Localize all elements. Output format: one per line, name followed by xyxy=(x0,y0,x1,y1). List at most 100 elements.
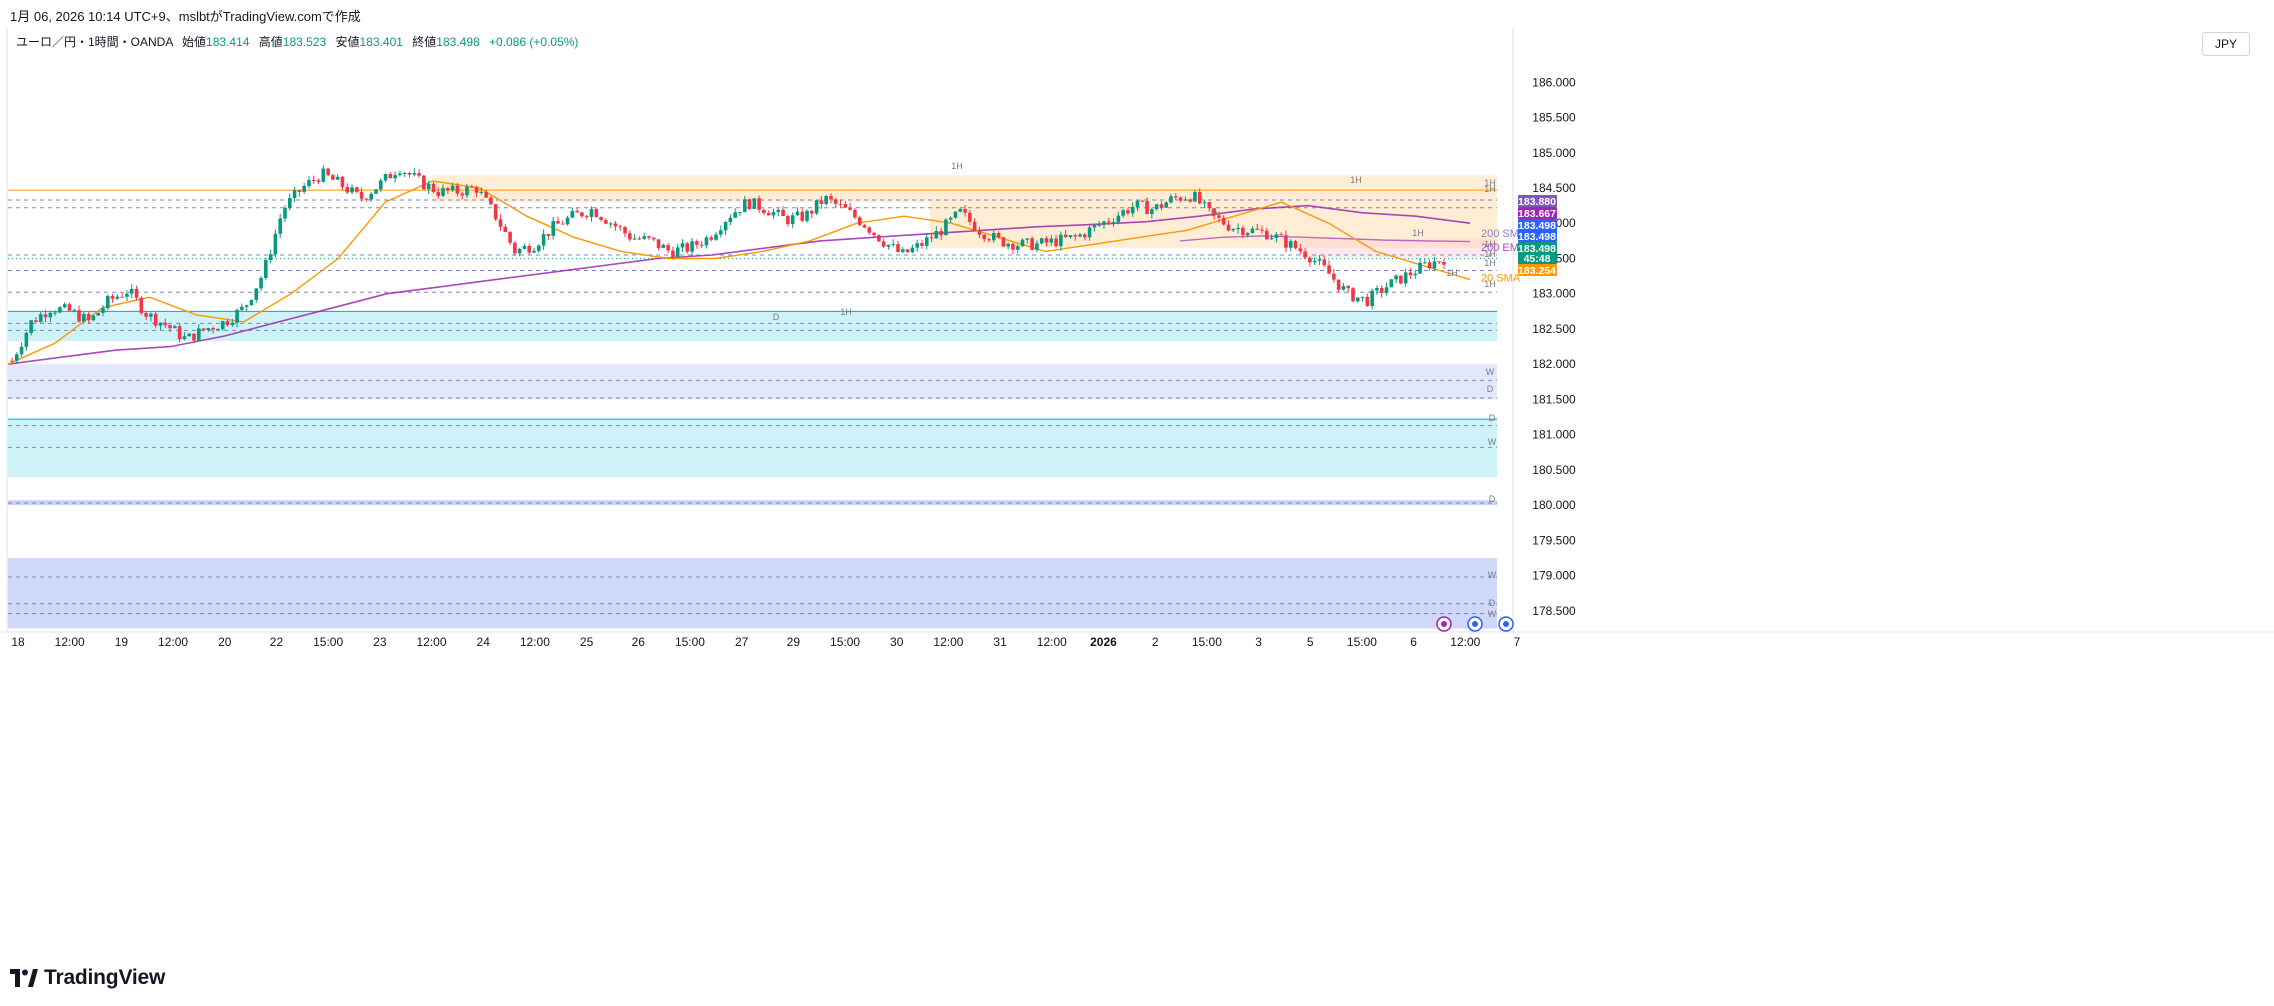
tradingview-logo[interactable]: TradingView xyxy=(10,964,165,992)
candle-body xyxy=(378,180,383,190)
y-tick-label: 179.500 xyxy=(1532,533,1576,547)
candle-body xyxy=(915,243,919,248)
x-tick-label: 12:00 xyxy=(55,635,85,649)
candle-body xyxy=(522,245,527,249)
candle-body xyxy=(905,249,910,253)
zone-4 xyxy=(8,364,1497,400)
candle-body xyxy=(1264,230,1269,240)
candle-body xyxy=(1001,237,1006,247)
candle-body xyxy=(149,313,153,317)
candle-body xyxy=(34,320,38,322)
candle-body xyxy=(1135,200,1140,207)
tradingview-logo-text: TradingView xyxy=(44,966,166,989)
candle-body xyxy=(134,288,139,298)
candle-body xyxy=(359,191,364,199)
series-label: 20 SMA xyxy=(1481,273,1521,285)
candle-body xyxy=(680,243,685,248)
candle-body xyxy=(469,186,474,188)
x-tick-label: 15:00 xyxy=(1192,635,1222,649)
candle-body xyxy=(225,321,230,325)
candle-body xyxy=(1083,234,1087,238)
candle-body xyxy=(647,236,651,238)
candle-body xyxy=(762,209,766,213)
candle-body xyxy=(508,232,512,243)
x-tick-label: 30 xyxy=(890,635,904,649)
candle-body xyxy=(987,239,991,241)
candle-body xyxy=(1399,275,1403,284)
y-tick-label: 182.000 xyxy=(1532,357,1576,371)
candle-body xyxy=(158,322,163,326)
candle-body xyxy=(632,238,637,240)
zone-tag: 1H xyxy=(1484,239,1496,249)
price-label-bg xyxy=(1518,207,1557,219)
candle-body xyxy=(1250,228,1255,233)
candle-body xyxy=(1394,275,1398,280)
candle-body xyxy=(1336,279,1341,290)
candle-body xyxy=(91,315,96,321)
candle-body xyxy=(1418,262,1422,274)
candle-body xyxy=(776,209,781,213)
open-label: 始値 xyxy=(182,35,207,49)
candle-body xyxy=(699,244,704,246)
candle-body xyxy=(910,247,915,253)
candle-body xyxy=(331,175,335,180)
candle-body xyxy=(766,212,771,216)
currency-selector[interactable]: JPY xyxy=(2202,32,2250,56)
candle-body xyxy=(642,236,646,239)
candle-body xyxy=(618,226,623,228)
candle-body xyxy=(436,192,441,196)
y-tick-label: 185.500 xyxy=(1532,111,1576,125)
candle-body xyxy=(455,185,460,194)
candle-body xyxy=(992,232,996,241)
candle-body xyxy=(407,172,412,175)
x-tick-label: 18 xyxy=(11,635,25,649)
candle-body xyxy=(920,243,924,246)
candle-body xyxy=(307,179,311,186)
candle-body xyxy=(498,219,503,227)
candle-body xyxy=(1193,191,1197,202)
candle-body xyxy=(628,233,632,240)
lightning-icon-dot xyxy=(1441,621,1447,627)
candle-body xyxy=(1116,215,1121,223)
candle-body xyxy=(771,212,776,216)
candle-body xyxy=(1221,217,1226,225)
candle-body xyxy=(1197,191,1202,204)
candle-body xyxy=(752,198,757,210)
candle-body xyxy=(1202,202,1207,204)
symbol-info-bar[interactable]: ユーロ／円・1時間・OANDA 始値183.414 高値183.523 安値18… xyxy=(16,33,578,50)
candle-body xyxy=(311,179,316,181)
candle-body xyxy=(1346,286,1351,289)
y-tick-label: 182.500 xyxy=(1532,322,1576,336)
candle-body xyxy=(412,173,417,175)
candle-body xyxy=(24,333,29,347)
zone-tag: 1H xyxy=(1484,184,1496,194)
x-tick-label: 15:00 xyxy=(830,635,860,649)
x-tick-label: 23 xyxy=(373,635,387,649)
candle-body xyxy=(72,310,77,312)
candle-body xyxy=(604,219,608,224)
price-label: 183.254 xyxy=(1518,265,1556,277)
price-chart[interactable]: 200 SMA 200 EMA 20 SMA 186.000 185.500 185.0… xyxy=(0,26,2274,981)
candle-body xyxy=(383,174,388,181)
x-tick-label: 15:00 xyxy=(1347,635,1377,649)
candle-body xyxy=(398,173,402,176)
x-tick-label: 12:00 xyxy=(158,635,188,649)
symbol-name[interactable]: ユーロ／円・1時間・OANDA xyxy=(16,35,173,49)
price-label-bg xyxy=(1518,252,1557,264)
zone-tag: 1H xyxy=(951,161,963,171)
sma20-line xyxy=(7,180,1471,365)
candle-body xyxy=(623,227,627,234)
candle-body xyxy=(340,176,345,187)
candle-body xyxy=(651,237,656,240)
candle-body xyxy=(728,217,733,223)
zone-tag: D xyxy=(1211,208,1218,218)
candle-body xyxy=(14,354,19,361)
candle-body xyxy=(1226,224,1231,231)
candle-body xyxy=(790,215,795,225)
candle-body xyxy=(1073,235,1078,237)
candle-body xyxy=(1188,199,1192,202)
low-label: 安値 xyxy=(335,35,360,49)
candle-body xyxy=(594,209,599,218)
candle-body xyxy=(1011,243,1015,250)
candle-body xyxy=(1087,227,1092,238)
